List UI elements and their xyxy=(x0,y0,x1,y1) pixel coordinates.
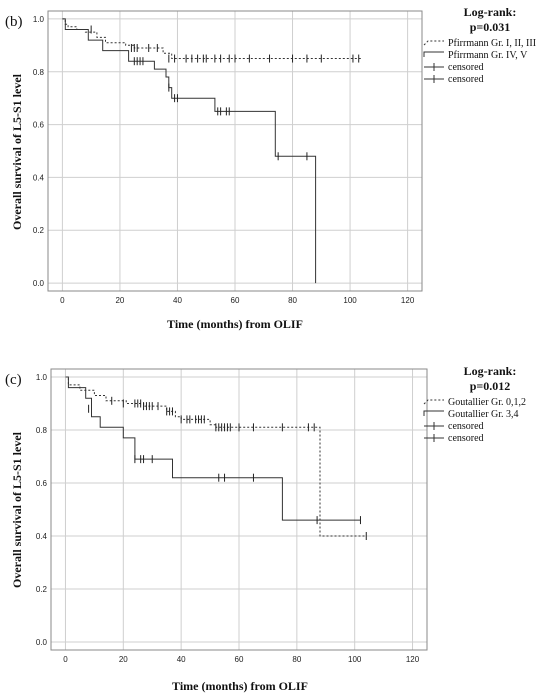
x-tick-label: 20 xyxy=(119,655,128,664)
legend-subtitle: p=0.012 xyxy=(470,379,511,393)
survival-chart-goutallier: (c) 0 20 40 60 80 100 120 0.0 0.2 0.4 0.6 0.8 1.0 Ti… xyxy=(5,364,526,693)
x-tick-label: 20 xyxy=(115,296,124,305)
y-tick-label: 0.2 xyxy=(36,585,48,594)
y-tick-label: 0.8 xyxy=(33,68,45,77)
y-tick-label: 1.0 xyxy=(33,15,45,24)
tick-labels: 0 20 40 60 80 100 120 0.0 0.2 0.4 0.6 0.8 1.0 xyxy=(33,15,415,305)
series-line xyxy=(62,18,317,284)
legend: Log-rank: p=0.012 Goutallier Gr. 0,1,2Go… xyxy=(423,364,526,444)
legend-title: Log-rank: xyxy=(464,5,517,19)
panel-label: (c) xyxy=(5,372,22,388)
x-tick-label: 40 xyxy=(173,296,182,305)
y-tick-label: 0.0 xyxy=(33,279,45,288)
series-group xyxy=(65,376,367,541)
y-tick-label: 0.4 xyxy=(33,173,45,182)
tick-labels: 0 20 40 60 80 100 120 0.0 0.2 0.4 0.6 0.8 1.0 xyxy=(36,373,420,664)
legend-swatch xyxy=(423,51,444,57)
survival-chart-pfirrmann: (b) 0 20 40 60 80 100 120 0.0 0.2 0.4 0.6 0.8 1.0 Ti… xyxy=(5,5,536,331)
x-axis-label: Time (months) from OLIF xyxy=(172,679,308,693)
x-tick-label: 60 xyxy=(231,296,240,305)
legend-label: Goutallier Gr. 3,4 xyxy=(448,409,519,420)
legend-label: censored xyxy=(448,62,484,73)
y-tick-label: 0.6 xyxy=(33,121,45,130)
plot-frame xyxy=(47,10,423,292)
y-tick-label: 1.0 xyxy=(36,373,48,382)
gridlines xyxy=(51,369,427,650)
plot-border xyxy=(47,10,423,292)
legend-label: Goutallier Gr. 0,1,2 xyxy=(448,397,526,408)
x-tick-label: 120 xyxy=(406,655,420,664)
legend-swatch xyxy=(423,410,444,416)
x-tick-label: 120 xyxy=(401,296,415,305)
series-line xyxy=(65,376,361,521)
legend-subtitle: p=0.031 xyxy=(470,20,511,34)
legend-label: Pfirrmann Gr. I, II, III xyxy=(448,38,536,49)
legend-swatch xyxy=(423,399,444,405)
plot-border xyxy=(50,368,428,651)
y-tick-label: 0.4 xyxy=(36,532,48,541)
legend-label: Pfirrmann Gr. IV, V xyxy=(448,50,528,61)
x-tick-label: 0 xyxy=(60,296,65,305)
legend: Log-rank: p=0.031 Pfirrmann Gr. I, II, I… xyxy=(423,5,536,85)
x-tick-label: 80 xyxy=(288,296,297,305)
legend-label: censored xyxy=(448,74,484,85)
x-tick-label: 0 xyxy=(63,655,68,664)
series-group xyxy=(62,18,362,284)
x-axis-label: Time (months) from OLIF xyxy=(167,317,303,331)
y-tick-label: 0.8 xyxy=(36,426,48,435)
y-tick-label: 0.2 xyxy=(33,226,45,235)
legend-label: censored xyxy=(448,421,484,432)
y-axis-label: Overall survival of L5-S1 level xyxy=(10,431,24,588)
legend-label: censored xyxy=(448,433,484,444)
x-tick-label: 60 xyxy=(235,655,244,664)
x-tick-label: 80 xyxy=(292,655,301,664)
y-axis-label: Overall survival of L5-S1 level xyxy=(10,73,24,230)
y-tick-label: 0.6 xyxy=(36,479,48,488)
plot-frame xyxy=(50,368,428,651)
legend-swatch xyxy=(423,40,444,46)
panel-label: (b) xyxy=(5,14,23,30)
gridlines xyxy=(48,11,422,291)
legend-title: Log-rank: xyxy=(464,364,517,378)
x-tick-label: 100 xyxy=(348,655,362,664)
x-tick-label: 40 xyxy=(177,655,186,664)
series-line xyxy=(62,18,362,59)
x-tick-label: 100 xyxy=(343,296,357,305)
y-tick-label: 0.0 xyxy=(36,638,48,647)
series-line xyxy=(65,376,367,537)
